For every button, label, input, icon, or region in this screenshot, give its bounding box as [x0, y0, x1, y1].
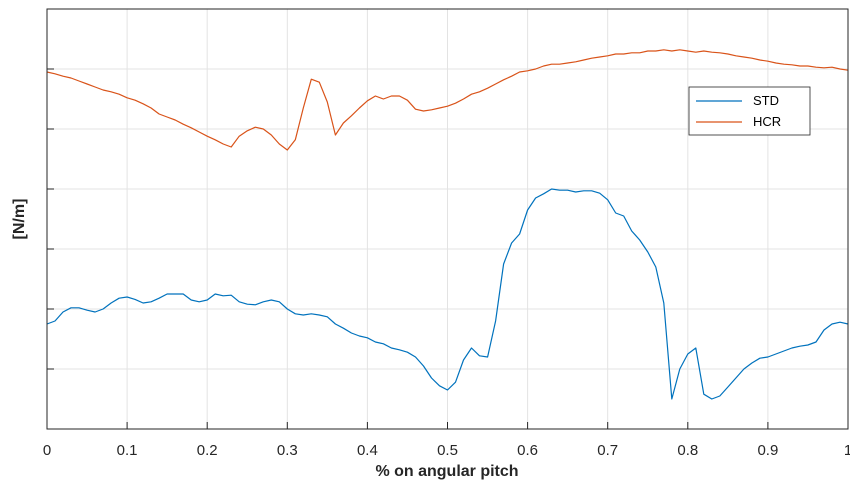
- x-tick-label-4: 0.4: [357, 442, 378, 459]
- x-tick-label-3: 0.3: [277, 442, 298, 459]
- series-line-std: [46, 188, 849, 400]
- x-tick-label-5: 0.5: [437, 442, 458, 459]
- legend-label-hcr: HCR: [753, 114, 781, 129]
- x-tick-label-9: 0.9: [757, 442, 778, 459]
- x-tick-label-6: 0.6: [517, 442, 538, 459]
- x-tick-label-8: 0.8: [677, 442, 698, 459]
- y-tick-marks: [47, 68, 54, 370]
- x-axis-ticks: 0 0.1 0.2 0.3 0.4 0.5 0.6 0.7 0.8 0.9 1: [43, 422, 850, 459]
- legend-label-std: STD: [753, 93, 779, 108]
- legend: STD HCR: [688, 86, 811, 136]
- x-tick-label-10: 1: [844, 442, 850, 459]
- legend-box: [688, 86, 811, 136]
- grid-lines: [47, 9, 848, 429]
- x-tick-label-0: 0: [43, 442, 51, 459]
- y-axis-label: [N/m]: [11, 199, 28, 240]
- series-line-hcr: [46, 49, 849, 151]
- x-tick-label-7: 0.7: [597, 442, 618, 459]
- series-layer: [46, 49, 849, 400]
- x-tick-label-2: 0.2: [197, 442, 218, 459]
- x-axis-label: % on angular pitch: [375, 463, 518, 480]
- x-tick-label-1: 0.1: [117, 442, 138, 459]
